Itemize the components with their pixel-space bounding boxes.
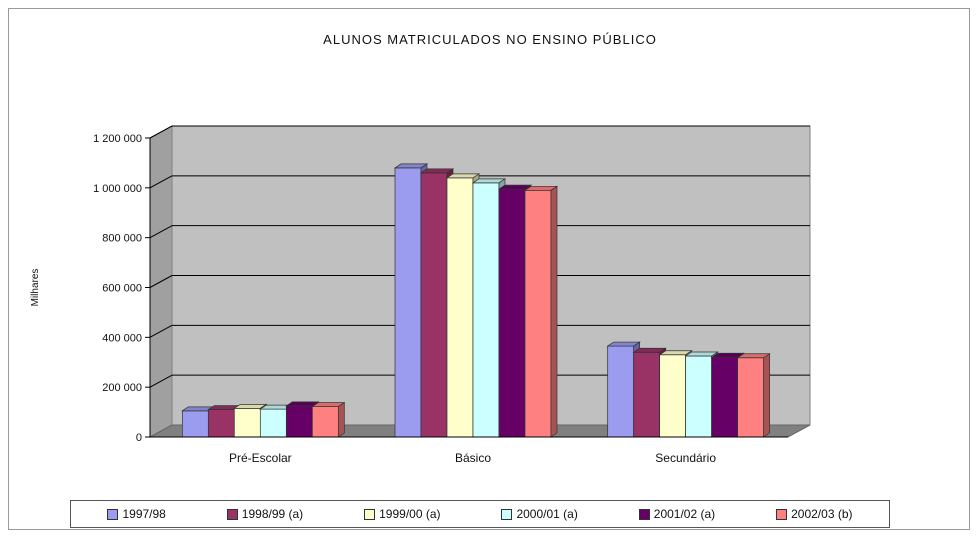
legend-item: 2002/03 (b) xyxy=(776,507,853,521)
legend-item: 2001/02 (a) xyxy=(638,507,716,521)
bar-front xyxy=(633,351,661,438)
y-tick-label: 800 000 xyxy=(102,233,142,245)
y-tick-label: 1 000 000 xyxy=(93,183,142,195)
bar-front xyxy=(420,172,448,438)
legend-swatch xyxy=(501,508,513,520)
legend-item: 2000/01 (a) xyxy=(501,507,578,521)
y-tick-label: 600 000 xyxy=(102,283,142,295)
y-tick-label: 200 000 xyxy=(102,382,142,394)
bar-front xyxy=(659,354,687,438)
legend-item: 1998/99 (a) xyxy=(226,507,304,521)
y-axis-label: Milhares xyxy=(30,269,41,307)
x-tick-label: Pré-Escolar xyxy=(229,451,292,465)
legend-swatch xyxy=(226,508,238,520)
bar-side xyxy=(550,185,558,438)
y-tick-label: 0 xyxy=(136,432,142,444)
legend-label: 1999/00 (a) xyxy=(379,507,441,521)
bar-front xyxy=(181,410,209,438)
bar-side xyxy=(763,353,771,438)
legend-swatch xyxy=(364,508,376,520)
legend-item: 1999/00 (a) xyxy=(364,507,441,521)
bar-front xyxy=(498,188,526,438)
x-tick-label: Básico xyxy=(455,451,491,465)
bar-front xyxy=(233,407,261,438)
gridline-side xyxy=(149,175,173,189)
legend-swatch xyxy=(776,508,788,520)
legend-swatch xyxy=(638,508,650,520)
gridline-side xyxy=(149,125,173,139)
bar xyxy=(523,185,559,438)
y-tick-label: 400 000 xyxy=(102,332,142,344)
legend-swatch xyxy=(107,508,119,520)
bar-front xyxy=(446,177,474,438)
legend-label: 2000/01 (a) xyxy=(516,507,578,521)
gridline-side xyxy=(149,275,173,288)
gridline-side xyxy=(149,324,173,338)
bar-front xyxy=(685,355,713,438)
bar-front xyxy=(207,409,235,438)
gridline-side xyxy=(149,225,173,239)
bar-front xyxy=(524,189,552,438)
legend-label: 2002/03 (b) xyxy=(791,507,853,521)
legend-item: 1997/98 xyxy=(107,507,166,521)
bar-front xyxy=(607,345,635,438)
bar-side xyxy=(337,401,345,438)
legend-label: 1998/99 (a) xyxy=(241,507,304,521)
legend-label: 1997/98 xyxy=(122,507,166,521)
bar-front xyxy=(472,182,500,438)
bar-front xyxy=(285,405,313,438)
bar-front xyxy=(394,167,422,438)
bar-front xyxy=(259,408,287,438)
bar xyxy=(311,401,346,438)
chart-title: ALUNOS MATRICULADOS NO ENSINO PÚBLICO xyxy=(323,32,657,47)
bar-front xyxy=(711,356,739,438)
legend-label: 2001/02 (a) xyxy=(653,507,716,521)
chart-legend: 1997/98 1998/99 (a) 1999/00 (a) 2000/01 (a)… xyxy=(70,500,890,528)
y-tick-label: 1 200 000 xyxy=(93,133,142,145)
bar xyxy=(736,353,771,438)
gridline-side xyxy=(149,374,173,388)
bar-front xyxy=(737,357,765,438)
x-tick-label: Secundário xyxy=(655,451,716,465)
bar-front xyxy=(311,406,339,438)
